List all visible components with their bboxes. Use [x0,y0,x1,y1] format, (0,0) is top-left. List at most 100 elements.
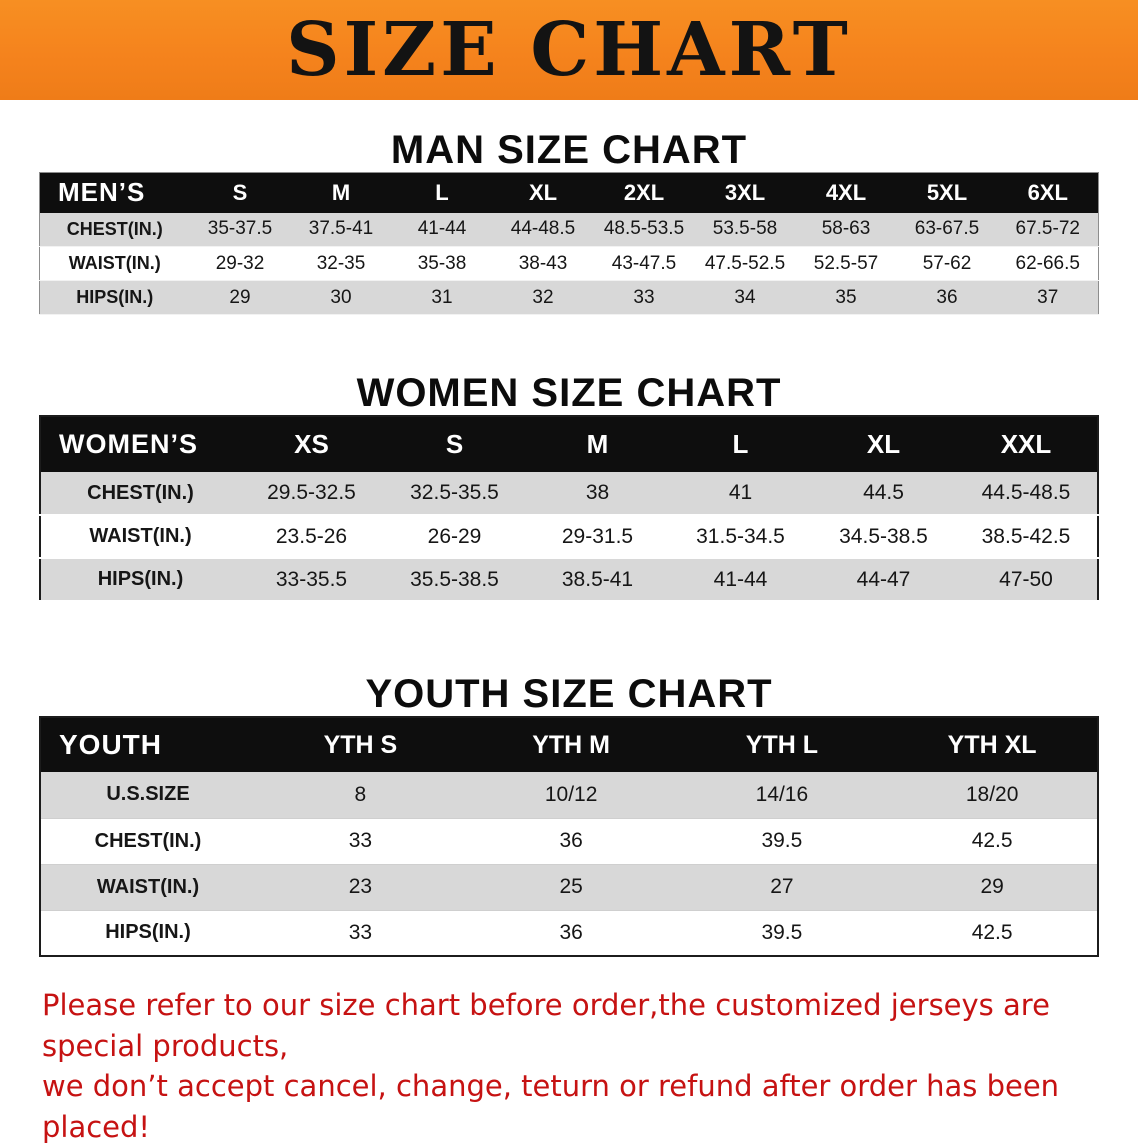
measurement-cell: 62-66.5 [1015,252,1080,274]
measurement-cell: 29 [980,875,1004,898]
measurement-cell: 38.5-42.5 [981,524,1071,548]
size-column-header: L [391,172,493,213]
row-label-cell: WAIST(IN.) [68,253,161,273]
measurement-cell: 44-47 [856,567,911,591]
measurement-cell: 36 [559,920,583,944]
men-section-heading: MAN SIZE CHART [390,128,748,172]
measurement-cell: 43-47.5 [611,252,677,274]
disclaimer-note: Please refer to our size chart before or… [42,985,1138,1147]
size-column-header: YTH L [676,717,888,772]
measurement-cell: 42.5 [971,920,1013,944]
measurement-cell: 38.5-41 [561,567,634,591]
table-row: HIPS(IN.) 33-35.5 35.5-38.5 38.5-41 41-44 44-… [40,558,1098,601]
measurement-cell: 33 [348,829,373,852]
measurement-cell: 58-63 [821,218,871,240]
measurement-cell: 18/20 [965,782,1019,806]
measurement-cell: 27 [770,875,794,898]
row-label-cell: CHEST(IN.) [94,829,202,852]
table-row: U.S.SIZE 8 10/12 14/16 18/20 [40,772,1098,818]
measurement-cell: 33-35.5 [275,567,348,591]
size-column-header: XS [240,416,383,472]
measurement-cell: 38-43 [518,252,568,274]
measurement-cell: 29.5-32.5 [267,481,356,504]
measurement-cell: 32.5-35.5 [410,481,499,504]
measurement-cell: 41-44 [713,567,768,591]
size-column-header: S [189,172,291,213]
row-label-cell: HIPS(IN.) [105,921,191,944]
table-header-row: MEN’S S M L XL 2XL 3XL 4XL 5XL 6XL [39,172,1099,213]
table-row: WAIST(IN.) 23 25 27 29 [40,864,1098,910]
table-row: CHEST(IN.) 35-37.5 37.5-41 41-44 44-48.5 48.5… [39,212,1099,247]
measurement-cell: 39.5 [761,920,803,944]
table-row: HIPS(IN.) 29 30 31 32 33 34 35 36 37 [39,280,1099,315]
measurement-cell: 36 [936,286,958,308]
measurement-cell: 39.5 [761,829,803,852]
measurement-cell: 48.5-53.5 [603,218,685,240]
measurement-cell: 25 [559,875,583,898]
youth-size-table: YOUTH YTH S YTH M YTH L YTH XL U.S.SIZE 8 10/12… [39,716,1099,957]
size-column-header: YTH M [465,717,677,772]
youth-section-heading: YOUTH SIZE CHART [365,672,773,716]
measurement-cell: 14/16 [755,782,809,806]
measurement-cell: 33 [348,920,373,944]
measurement-cell: 29-32 [215,252,265,274]
row-label-cell: WAIST(IN.) [96,875,200,898]
measurement-cell: 31.5-34.5 [696,524,785,548]
measurement-cell: 26-29 [427,524,482,548]
measurement-cell: 35 [835,286,857,308]
table-row: WAIST(IN.) 29-32 32-35 35-38 38-43 43-47.5 47.… [39,246,1099,281]
measurement-cell: 29-31.5 [561,524,634,548]
men-size-table: MEN’S S M L XL 2XL 3XL 4XL 5XL 6XL CHEST(IN.) 35-37… [39,172,1099,315]
size-column-header: 2XL [593,172,695,213]
size-column-header: 5XL [896,172,998,213]
measurement-cell: 44-48.5 [510,218,576,240]
measurement-cell: 31 [431,286,453,308]
women-size-section: WOMEN SIZE CHART WOMEN’S XS S M L XL XXL CHEST(… [0,371,1138,602]
youth-size-section: YOUTH SIZE CHART YOUTH YTH S YTH M YTH L YTH… [0,672,1138,957]
table-row: HIPS(IN.) 33 36 39.5 42.5 [40,910,1098,956]
measurement-cell: 36 [559,829,583,852]
measurement-cell: 47.5-52.5 [704,252,786,274]
measurement-cell: 53.5-58 [712,218,778,240]
size-column-header: YTH XL [887,717,1098,772]
women-size-table: WOMEN’S XS S M L XL XXL CHEST(IN.) 29.5-32.5 32.5… [39,415,1099,602]
measurement-cell: 52.5-57 [813,252,879,274]
banner: SIZE CHART [0,0,1138,100]
measurement-cell: 57-62 [922,252,972,274]
table-row: WAIST(IN.) 23.5-26 26-29 29-31.5 31.5-34.5 34… [40,515,1098,558]
row-label-cell: HIPS(IN.) [76,287,154,307]
table-row: CHEST(IN.) 29.5-32.5 32.5-35.5 38 41 44.5 44.5… [40,472,1098,515]
size-column-header: L [669,416,812,472]
size-column-header: XL [492,172,594,213]
size-column-header: 3XL [694,172,796,213]
disclaimer-line-2: we don’t accept cancel, change, teturn o… [42,1069,1060,1144]
measurement-cell: 42.5 [971,829,1013,852]
measurement-cell: 63-67.5 [914,218,980,240]
measurement-cell: 23.5-26 [275,524,348,548]
measurement-cell: 8 [354,782,367,806]
measurement-cell: 47-50 [999,567,1053,591]
size-column-header: M [526,416,669,472]
row-label-cell: WAIST(IN.) [89,525,192,547]
measurement-cell: 35-38 [417,252,467,274]
row-label-cell: CHEST(IN.) [66,218,163,239]
measurement-cell: 34 [734,286,756,308]
men-size-section: MAN SIZE CHART MEN’S S M L XL 2XL 3XL 4XL 5XL 6XL… [0,128,1138,315]
measurement-cell: 10/12 [544,782,598,806]
table-header-row: WOMEN’S XS S M L XL XXL [40,416,1098,472]
measurement-cell: 32-35 [316,252,366,274]
page-title: SIZE CHART [286,7,852,93]
measurement-cell: 33 [633,286,655,308]
row-label-cell: U.S.SIZE [106,783,190,806]
measurement-cell: 35.5-38.5 [410,567,499,591]
measurement-cell: 41-44 [417,218,467,240]
size-column-header: M [290,172,392,213]
measurement-cell: 37.5-41 [308,218,374,240]
measurement-cell: 32 [532,286,554,308]
women-section-heading: WOMEN SIZE CHART [356,371,782,415]
table-row: CHEST(IN.) 33 36 39.5 42.5 [40,818,1098,864]
size-column-header: S [383,416,526,472]
measurement-cell: 30 [330,286,352,308]
disclaimer-line-1: Please refer to our size chart before or… [42,988,1050,1063]
